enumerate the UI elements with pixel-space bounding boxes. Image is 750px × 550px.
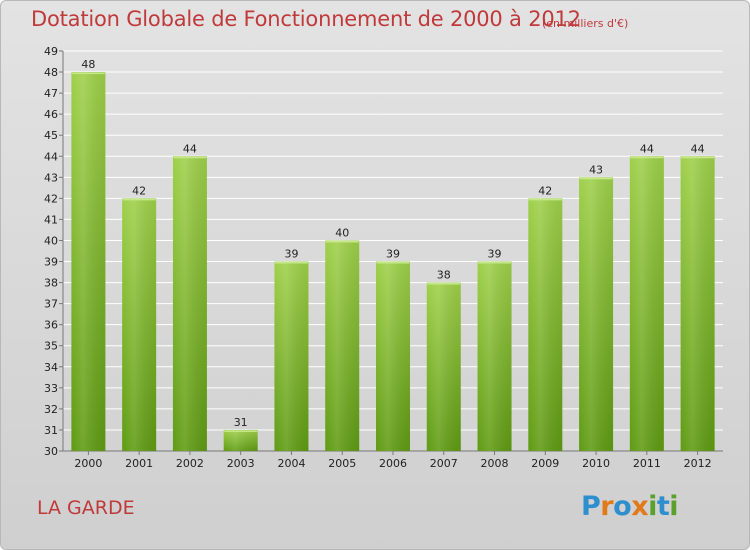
- bar-highlight: [122, 198, 157, 451]
- bar-top-edge: [376, 262, 410, 264]
- data-label: 42: [538, 184, 552, 197]
- x-tick-label: 2004: [277, 457, 305, 470]
- y-tick-label: 31: [44, 424, 58, 437]
- y-tick-label: 49: [44, 45, 58, 58]
- data-label: 42: [132, 184, 146, 197]
- x-tick-label: 2011: [633, 457, 661, 470]
- data-label: 43: [589, 163, 603, 176]
- bar-highlight: [579, 177, 614, 451]
- proxiti-logo: Proxiti: [581, 491, 679, 522]
- data-label: 39: [284, 248, 298, 261]
- x-tick-label: 2008: [481, 457, 509, 470]
- bar-top-edge: [579, 177, 613, 180]
- x-tick-label: 2007: [430, 457, 458, 470]
- x-tick-label: 2003: [227, 457, 255, 470]
- data-label: 48: [81, 58, 95, 71]
- bar-highlight: [71, 72, 106, 451]
- bar-top-edge: [427, 283, 461, 285]
- bar-highlight: [223, 429, 258, 451]
- commune-name: LA GARDE: [37, 497, 135, 519]
- y-tick-label: 37: [44, 298, 58, 311]
- logo-letter: r: [600, 491, 614, 522]
- logo-letter: i: [669, 491, 679, 522]
- data-label: 38: [437, 269, 451, 282]
- axes: 30 31 32 33 34 35 36 37 38 39 40 41 42 43 44 45 46 47 48 49…: [44, 45, 723, 470]
- logo-letter: x: [631, 491, 649, 522]
- x-tick-label: 2009: [531, 457, 559, 470]
- bar-top-edge: [478, 262, 512, 264]
- chart-subtitle: (en milliers d'€): [542, 17, 629, 30]
- bar-highlight: [376, 261, 410, 451]
- bar-top-edge: [325, 240, 359, 243]
- data-labels: 48 42 44 31 39 40 39 38 39 42 43 44 44: [81, 58, 704, 429]
- bar-highlight: [680, 156, 715, 451]
- bar-top-edge: [528, 198, 562, 201]
- bar-highlight: [426, 282, 461, 451]
- x-tick-label: 2000: [74, 457, 102, 470]
- x-tick-label: 2005: [328, 457, 356, 470]
- x-tick-label: 2012: [684, 457, 712, 470]
- y-tick-label: 36: [44, 319, 58, 332]
- bar-highlight: [172, 156, 207, 451]
- data-label: 39: [488, 248, 502, 261]
- bar-top-edge: [122, 198, 156, 201]
- y-tick-label: 32: [44, 403, 58, 416]
- data-label: 40: [335, 226, 349, 239]
- logo-letter: P: [581, 491, 601, 522]
- data-label: 31: [234, 416, 248, 429]
- y-tick-label: 34: [44, 361, 58, 374]
- bar-top-edge: [630, 156, 664, 159]
- chart-title: Dotation Globale de Fonctionnement de 20…: [31, 7, 581, 31]
- bar-highlight: [274, 261, 309, 451]
- logo-letter: i: [648, 491, 657, 522]
- logo-letter: o: [613, 491, 632, 522]
- y-tick-label: 45: [44, 129, 58, 142]
- bar-top-edge: [71, 72, 105, 75]
- data-label: 44: [640, 142, 654, 155]
- bar-highlight: [528, 198, 563, 451]
- y-tick-label: 44: [44, 150, 58, 163]
- data-label: 44: [691, 142, 705, 155]
- x-tick-label: 2006: [379, 457, 407, 470]
- y-tick-label: 47: [44, 87, 58, 100]
- bar-top-edge: [681, 156, 715, 159]
- bar-highlight: [477, 261, 512, 451]
- bar-top-edge: [173, 156, 207, 159]
- y-tick-label: 43: [44, 171, 58, 184]
- y-tick-label: 40: [44, 234, 58, 247]
- logo-letter: t: [656, 491, 670, 522]
- y-tick-label: 30: [44, 445, 58, 458]
- x-tick-label: 2010: [582, 457, 610, 470]
- y-tick-label: 33: [44, 382, 58, 395]
- x-tick-label: 2002: [176, 457, 204, 470]
- y-tick-label: 38: [44, 277, 58, 290]
- y-tick-label: 41: [44, 213, 58, 226]
- bar-top-edge: [274, 262, 308, 264]
- bars: [71, 72, 715, 451]
- y-tick-label: 42: [44, 192, 58, 205]
- bar-highlight: [325, 240, 360, 451]
- bar-top-edge: [224, 430, 258, 432]
- data-label: 39: [386, 248, 400, 261]
- data-label: 44: [183, 142, 197, 155]
- bar-highlight: [629, 156, 664, 451]
- y-tick-label: 35: [44, 340, 58, 353]
- x-tick-label: 2001: [125, 457, 153, 470]
- y-tick-label: 46: [44, 108, 58, 121]
- y-tick-label: 48: [44, 66, 58, 79]
- y-tick-label: 39: [44, 256, 58, 269]
